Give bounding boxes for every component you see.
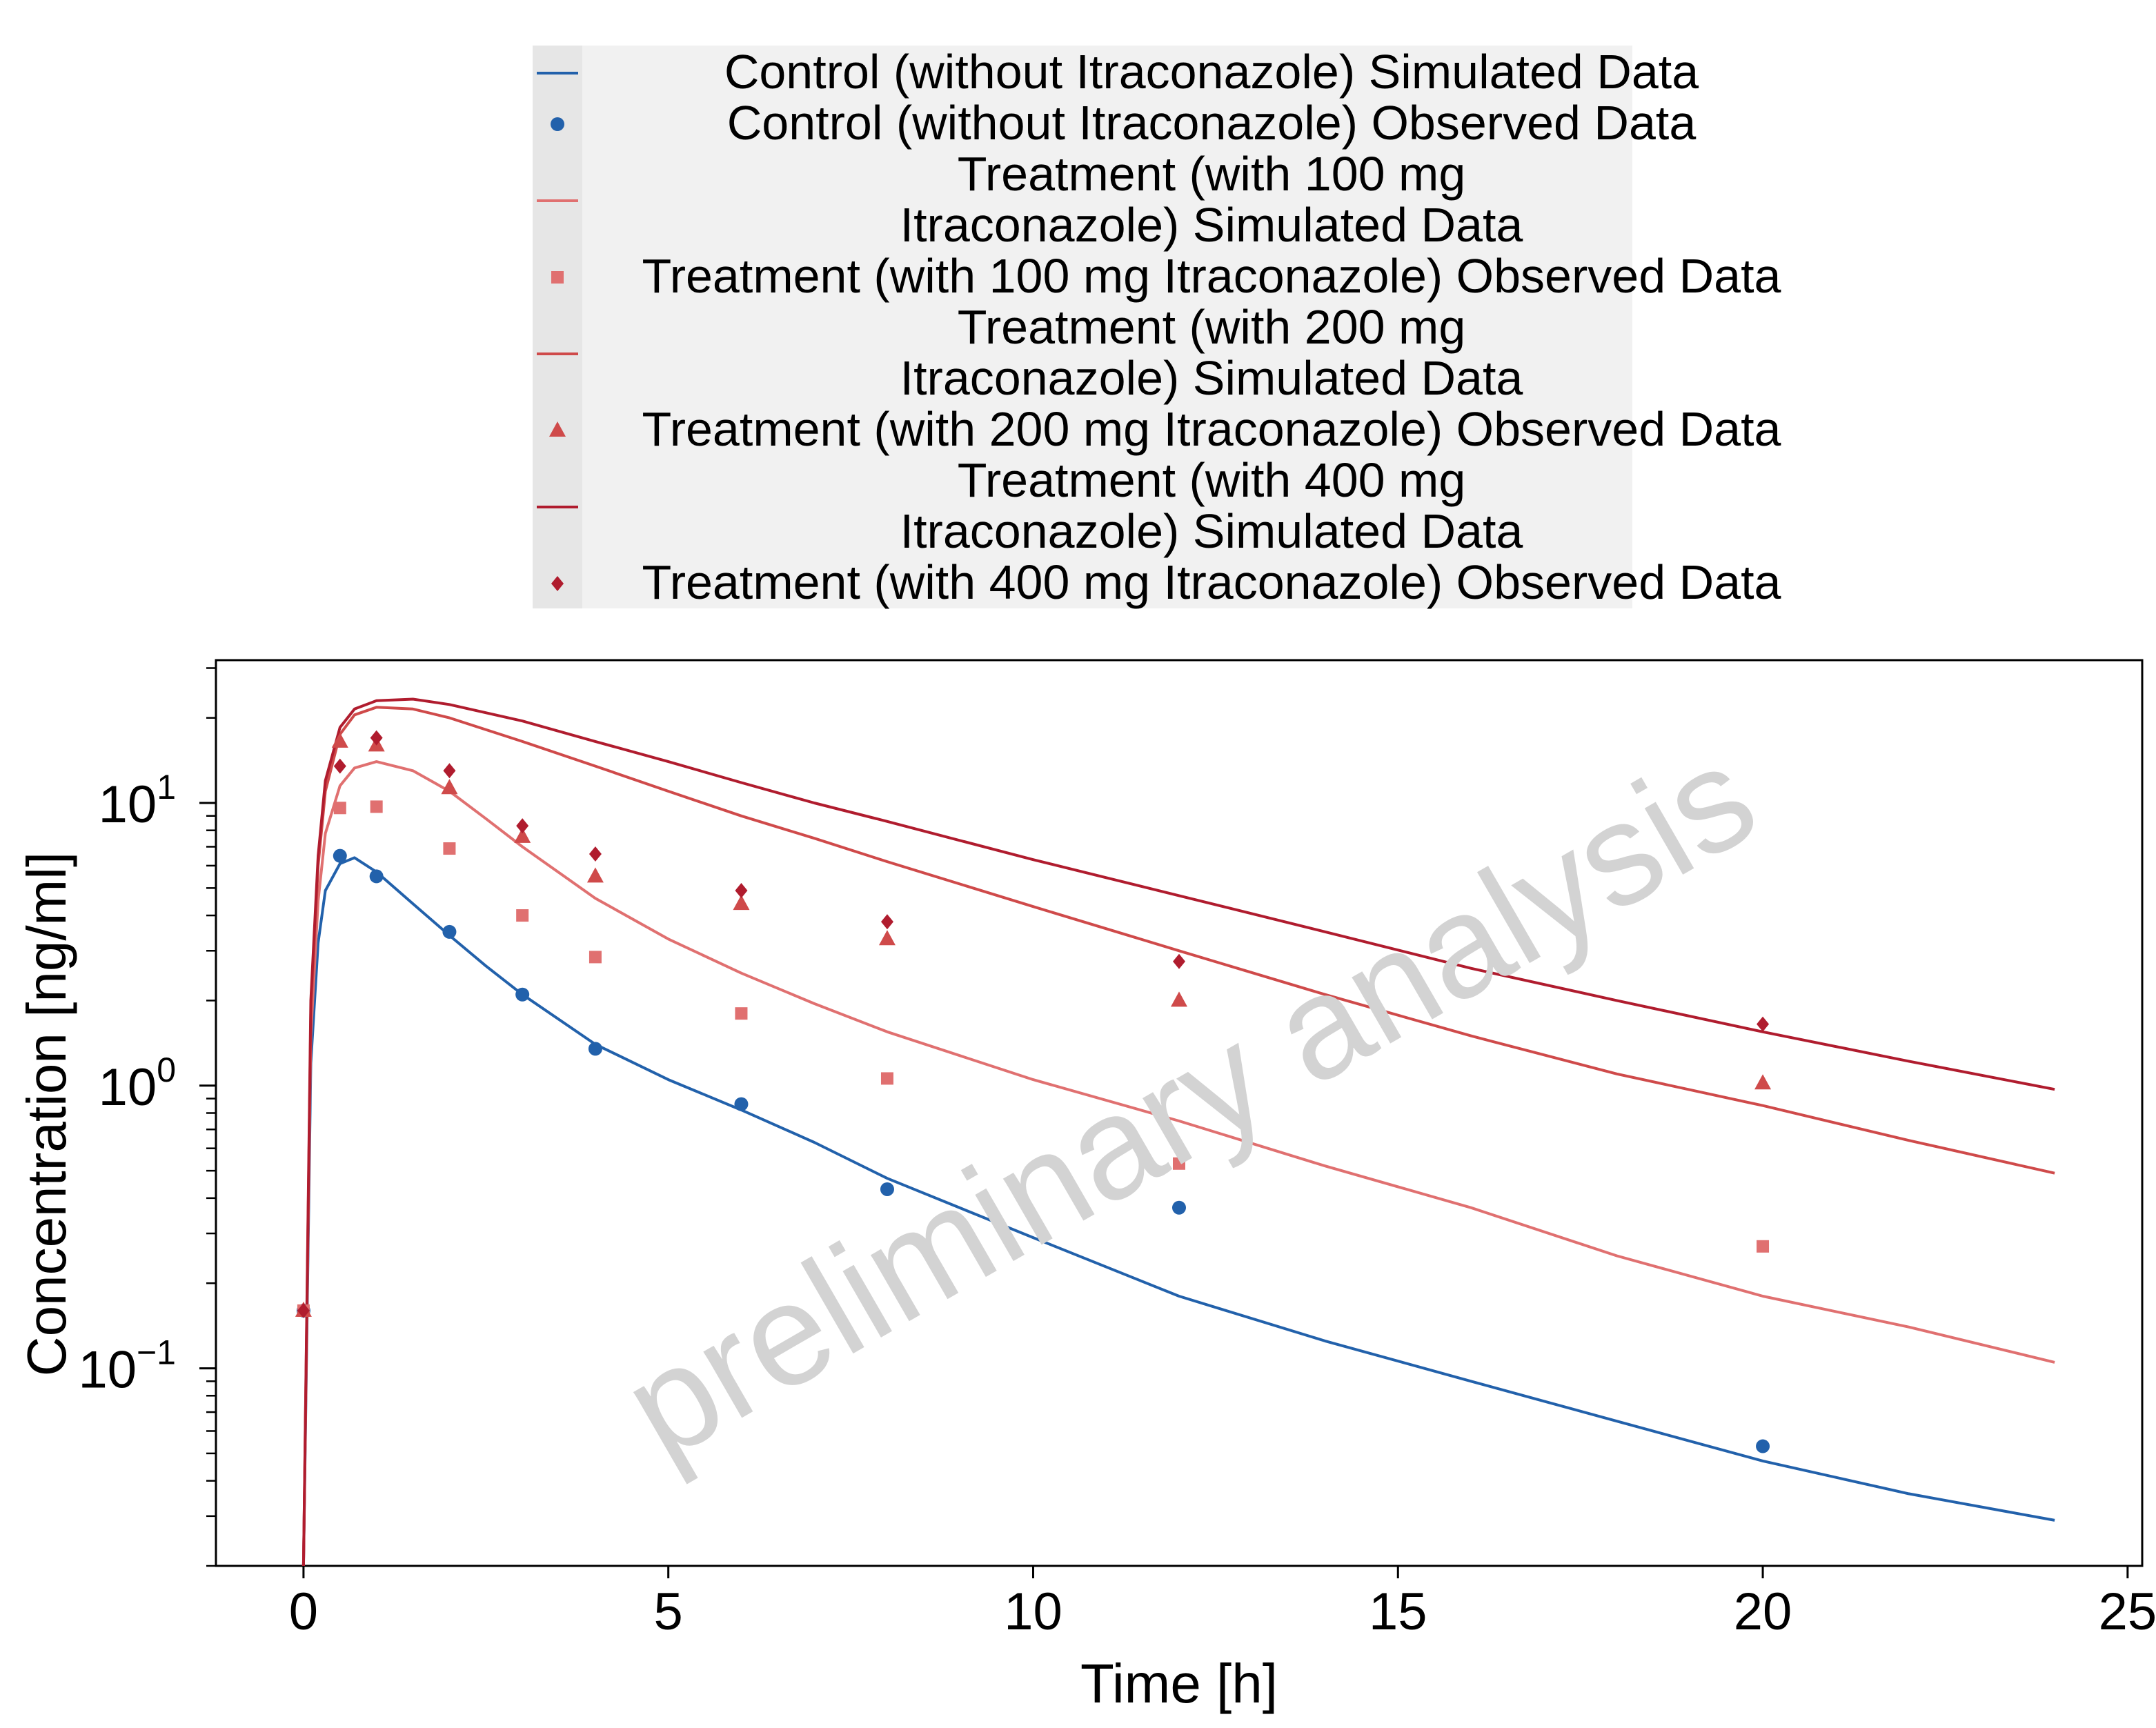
data-point-treatment-with-400-mg-itraconazole-observed-data [370,730,383,746]
data-point-control-without-itraconazole-observed-data [333,848,347,863]
legend-background [533,46,1632,608]
data-point-treatment-with-200-mg-itraconazole-observed-data [733,895,750,911]
legend-label-control-without-itraconazole-simulated-data: Control (without Itraconazole) Simulated… [724,45,1699,99]
x-tick-label: 20 [1734,1582,1792,1641]
x-tick-label: 10 [1004,1582,1062,1641]
legend-key-treatment-with-100-mg-itraconazole-observed-data [551,271,564,284]
data-point-control-without-itraconazole-observed-data [734,1097,749,1111]
legend-key-treatment-with-400-mg-itraconazole-observed-data [551,576,564,591]
series-line-treatment-with-200-mg-itraconazole-simulated-data [301,706,2055,1567]
data-point-treatment-with-200-mg-itraconazole-observed-data [441,779,458,795]
legend-label-treatment-with-200-mg-itraconazole-simulated-data: Itraconazole) Simulated Data [900,351,1523,405]
x-axis-label: Time [h] [1080,1653,1278,1714]
y-tick-label: 10−1 [78,1333,176,1400]
data-point-treatment-with-400-mg-itraconazole-observed-data [589,846,602,862]
data-point-treatment-with-100-mg-itraconazole-observed-data [1173,1157,1185,1170]
data-point-treatment-with-100-mg-itraconazole-observed-data [589,951,602,964]
data-point-treatment-with-100-mg-itraconazole-observed-data [370,800,383,813]
y-axis-label: Concentration [ng/ml] [16,852,77,1376]
data-point-treatment-with-400-mg-itraconazole-observed-data [333,758,346,774]
data-point-treatment-with-100-mg-itraconazole-observed-data [516,909,529,922]
data-point-treatment-with-200-mg-itraconazole-observed-data [331,732,348,748]
data-point-treatment-with-400-mg-itraconazole-observed-data [443,763,456,779]
data-point-treatment-with-400-mg-itraconazole-observed-data [1757,1016,1770,1032]
data-point-treatment-with-400-mg-itraconazole-observed-data [1173,953,1185,969]
data-point-control-without-itraconazole-observed-data [442,924,457,939]
y-tick-label: 100 [99,1051,176,1117]
data-point-treatment-with-200-mg-itraconazole-observed-data [878,930,896,946]
data-point-treatment-with-100-mg-itraconazole-observed-data [1757,1240,1770,1253]
legend-label-treatment-with-400-mg-itraconazole-observed-data: Treatment (with 400 mg Itraconazole) Obs… [642,555,1781,609]
legend-key-control-without-itraconazole-observed-data [551,117,564,131]
x-tick-label: 15 [1369,1582,1427,1641]
legend-label-treatment-with-100-mg-itraconazole-simulated-data: Itraconazole) Simulated Data [900,198,1523,252]
data-point-treatment-with-100-mg-itraconazole-observed-data [735,1007,748,1020]
data-point-treatment-with-400-mg-itraconazole-observed-data [516,818,529,834]
data-point-control-without-itraconazole-observed-data [369,869,384,884]
legend-label-treatment-with-200-mg-itraconazole-observed-data: Treatment (with 200 mg Itraconazole) Obs… [642,402,1781,456]
data-point-control-without-itraconazole-observed-data [1756,1439,1770,1453]
series-line-control-without-itraconazole-simulated-data [301,856,2055,1567]
data-point-control-without-itraconazole-observed-data [515,987,530,1002]
data-point-treatment-with-400-mg-itraconazole-observed-data [880,914,893,930]
data-point-treatment-with-100-mg-itraconazole-observed-data [333,802,346,815]
plot-area: 0 5 10 15 20 25 10−1 100 101 [78,659,2156,1641]
data-point-treatment-with-200-mg-itraconazole-observed-data [514,827,531,843]
data-point-control-without-itraconazole-observed-data [1172,1200,1186,1215]
legend-label-treatment-with-200-mg-itraconazole-simulated-data: Treatment (with 200 mg [958,300,1466,354]
data-point-treatment-with-200-mg-itraconazole-observed-data [586,867,604,883]
data-point-treatment-with-100-mg-itraconazole-observed-data [443,842,456,855]
data-point-treatment-with-100-mg-itraconazole-observed-data [880,1072,893,1085]
data-point-treatment-with-200-mg-itraconazole-observed-data [1754,1074,1772,1090]
legend-label-treatment-with-400-mg-itraconazole-simulated-data: Treatment (with 400 mg [958,453,1466,507]
data-point-treatment-with-200-mg-itraconazole-observed-data [1171,991,1187,1007]
x-tick-label: 0 [289,1582,318,1641]
data-point-control-without-itraconazole-observed-data [588,1042,602,1056]
data-point-treatment-with-400-mg-itraconazole-observed-data [297,1302,310,1318]
legend-key-treatment-with-200-mg-itraconazole-observed-data [549,421,566,437]
x-tick-label: 5 [654,1582,683,1641]
legend-label-treatment-with-400-mg-itraconazole-simulated-data: Itraconazole) Simulated Data [900,504,1523,558]
x-tick-label: 25 [2099,1582,2156,1641]
legend-label-treatment-with-100-mg-itraconazole-simulated-data: Treatment (with 100 mg [958,147,1466,201]
series-line-treatment-with-100-mg-itraconazole-simulated-data [301,760,2055,1567]
data-point-treatment-with-400-mg-itraconazole-observed-data [735,882,748,898]
legend-key-strip [533,46,582,608]
legend: Control (without Itraconazole) Simulated… [533,45,1781,609]
y-tick-label: 101 [99,768,176,834]
data-point-control-without-itraconazole-observed-data [880,1182,894,1196]
legend-label-treatment-with-100-mg-itraconazole-observed-data: Treatment (with 100 mg Itraconazole) Obs… [642,249,1781,303]
legend-label-control-without-itraconazole-observed-data: Control (without Itraconazole) Observed … [727,96,1697,150]
